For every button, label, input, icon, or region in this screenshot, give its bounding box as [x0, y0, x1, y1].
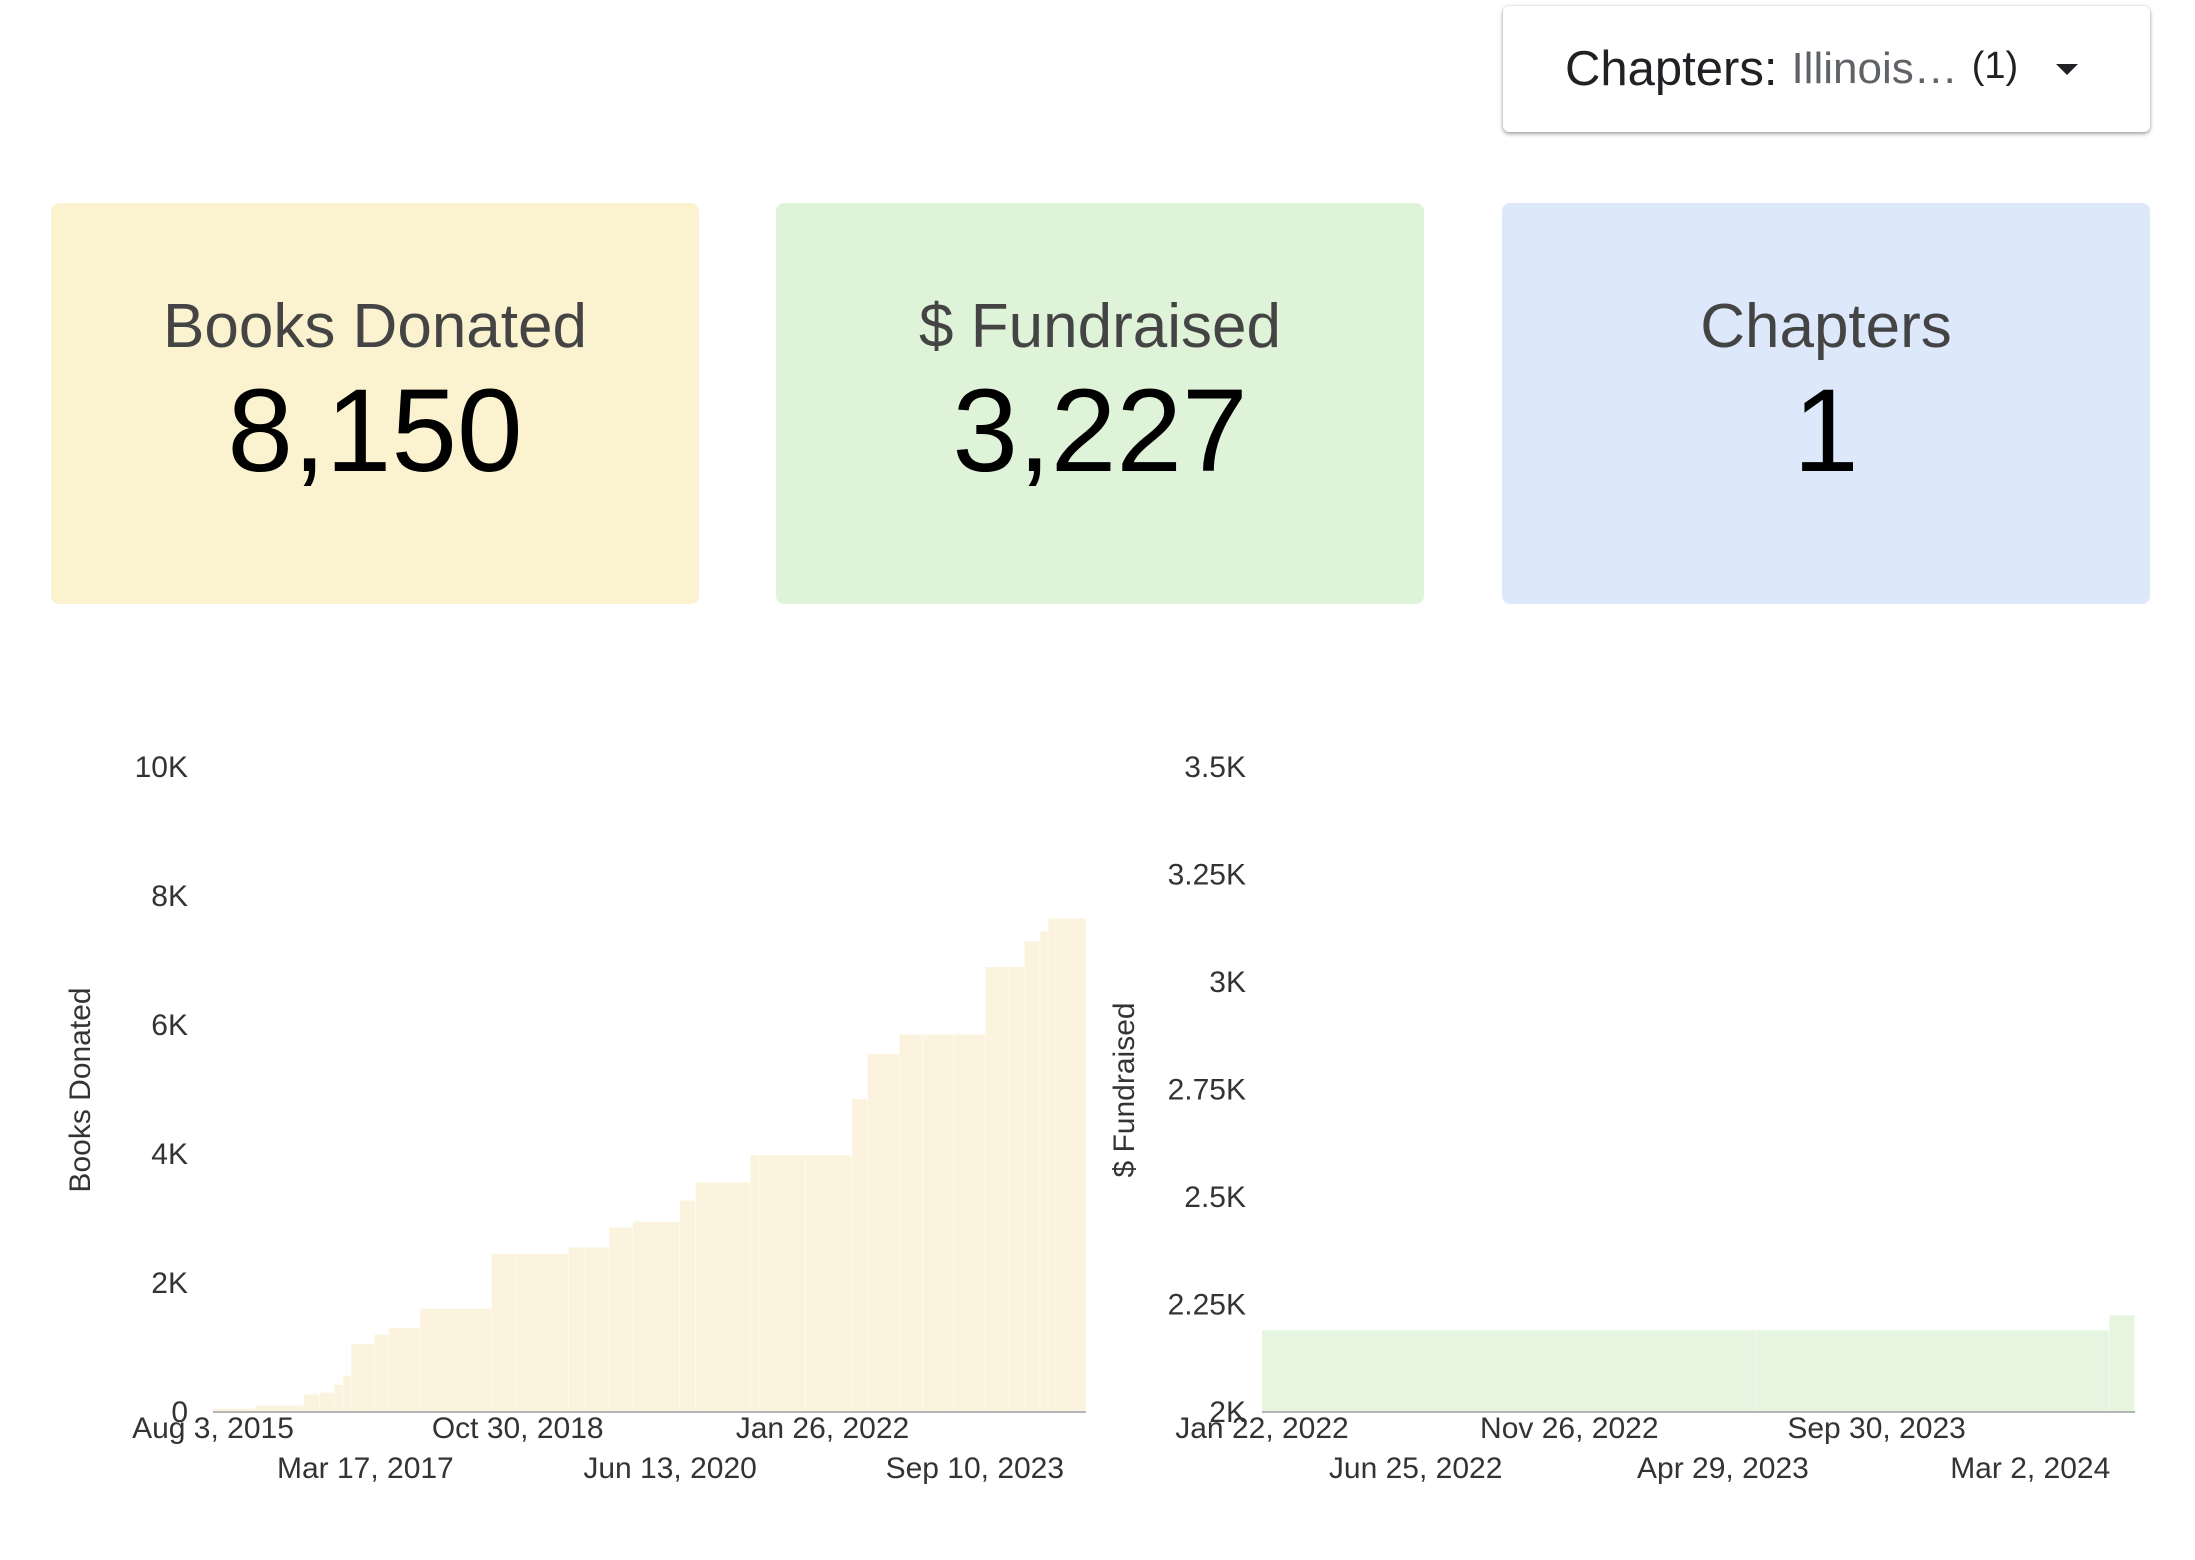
- y-tick-label: 2.75K: [1168, 1074, 1246, 1107]
- books-donated-chart: 0 2K 4K 6K 8K 10K Books Donated Aug 3, 2015 Mar …: [64, 751, 1087, 1485]
- y-tick-label: 4K: [151, 1138, 188, 1171]
- y-tick-label: 2.25K: [1168, 1289, 1246, 1322]
- x-tick-label: Jun 13, 2020: [583, 1452, 756, 1485]
- filter-count: (1): [1971, 44, 2019, 87]
- y-axis-title: $ Fundraised: [1108, 1002, 1141, 1177]
- filter-separator: :: [1763, 42, 1778, 96]
- x-tick-label: Mar 17, 2017: [277, 1452, 454, 1485]
- y-tick-label: 8K: [151, 880, 188, 913]
- x-tick-label: Nov 26, 2022: [1480, 1412, 1658, 1445]
- x-tick-label: Oct 30, 2018: [432, 1412, 604, 1445]
- data-area: [1262, 884, 2135, 1412]
- y-tick-label: 10K: [135, 751, 188, 784]
- x-tick-label: Sep 10, 2023: [886, 1452, 1065, 1485]
- y-tick-label: 3.5K: [1184, 751, 1246, 784]
- y-tick-label: 3.25K: [1168, 859, 1246, 892]
- x-tick-label: Mar 2, 2024: [1950, 1452, 2110, 1485]
- x-tick-label: Aug 3, 2015: [132, 1412, 294, 1445]
- card-value: 8,150: [227, 365, 523, 497]
- x-tick-label: Jun 25, 2022: [1329, 1452, 1502, 1485]
- x-tick-label: Jan 22, 2022: [1175, 1412, 1348, 1445]
- card-title: Books Donated: [163, 292, 587, 361]
- y-tick-label: 2.5K: [1184, 1181, 1246, 1214]
- filter-label: Chapters: [1565, 42, 1764, 96]
- x-tick-label: Jan 26, 2022: [736, 1412, 909, 1445]
- y-tick-label: 0: [171, 1396, 188, 1429]
- card-value: 3,227: [952, 365, 1248, 497]
- books-donated-card: Books Donated 8,150: [51, 203, 699, 604]
- card-title: $ Fundraised: [919, 292, 1281, 361]
- x-tick-label: Sep 30, 2023: [1787, 1412, 1966, 1445]
- y-tick-label: 6K: [151, 1009, 188, 1042]
- y-tick-label: 3K: [1209, 966, 1246, 999]
- y-tick-label: 2K: [151, 1267, 188, 1300]
- y-axis-title: Books Donated: [64, 987, 97, 1192]
- card-title: Chapters: [1700, 292, 1952, 361]
- y-tick-label: 2K: [1209, 1396, 1246, 1429]
- card-value: 1: [1793, 365, 1859, 497]
- chapters-card: Chapters 1: [1502, 203, 2150, 604]
- fundraised-chart: 2K 2.25K 2.5K 2.75K 3K 3.25K 3.5K $ Fundraised J…: [1108, 751, 2136, 1485]
- fundraised-card: $ Fundraised 3,227: [776, 203, 1424, 604]
- x-tick-label: Apr 29, 2023: [1637, 1452, 1809, 1485]
- chevron-down-icon: [2056, 63, 2079, 75]
- data-area: [213, 896, 1086, 1412]
- chapters-filter-dropdown[interactable]: Chapters : Illinois… (1): [1503, 6, 2150, 132]
- filter-value: Illinois…: [1791, 44, 1958, 93]
